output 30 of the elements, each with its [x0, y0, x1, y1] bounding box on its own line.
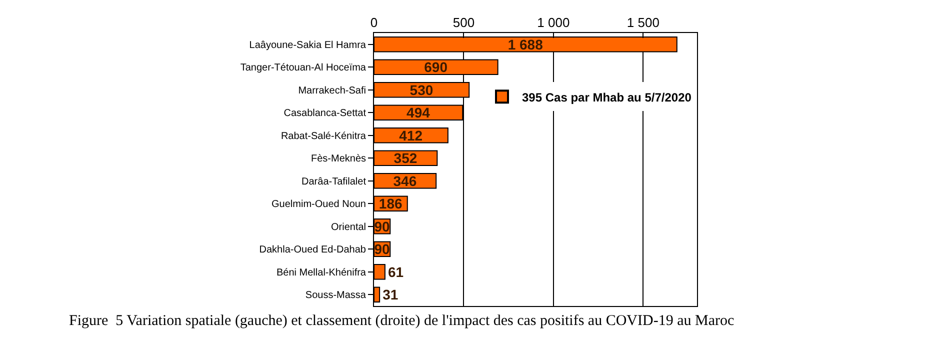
y-tick-label: Guelmim-Oued Noun	[272, 199, 366, 210]
y-tick-label: Tanger-Tétouan-Al Hoceïma	[240, 62, 366, 74]
legend-label: 395 Cas par Mhab au 5/7/2020	[522, 90, 692, 104]
y-tick-label: Oriental	[330, 222, 366, 233]
y-tick-label: Dakhla-Oued Ed-Dahab	[259, 244, 366, 256]
y-tick-label: Laâyoune-Sakia El Hamra	[249, 40, 366, 51]
data-label: 352	[394, 150, 418, 166]
data-label: 90	[374, 241, 390, 258]
x-tick-label: 1 000	[537, 14, 570, 30]
data-label: 1 688	[508, 36, 544, 52]
data-label: 530	[410, 82, 434, 98]
data-label: 690	[424, 59, 448, 76]
data-label: 346	[393, 172, 417, 189]
x-tick-label: 0	[370, 14, 378, 30]
y-tick-label: Marrakech-Safi	[298, 85, 366, 96]
y-tick-label: Darâa-Tafilalet	[302, 176, 366, 188]
y-tick-label: Fès-Meknès	[310, 154, 366, 165]
data-label: 186	[378, 196, 402, 212]
data-label: 412	[399, 127, 423, 144]
y-tick-label: Souss-Massa	[305, 290, 366, 302]
caption: Figure 5 Variation spatiale (gauche) et classement (droite) de l'impact des cas positifs au COVID-19 au Maroc	[69, 313, 734, 329]
y-tick-label: Casablanca-Settat	[284, 108, 366, 120]
data-label: 90	[374, 218, 390, 234]
data-label: 31	[382, 286, 398, 303]
data-label: 61	[388, 264, 404, 280]
y-tick-label: Béni Mellal-Khénifra	[276, 267, 366, 278]
data-label: 494	[406, 104, 430, 121]
x-tick-label: 1 500	[626, 14, 660, 30]
x-tick-label: 500	[452, 14, 475, 30]
y-tick-label: Rabat-Salé-Kénitra	[280, 130, 366, 142]
